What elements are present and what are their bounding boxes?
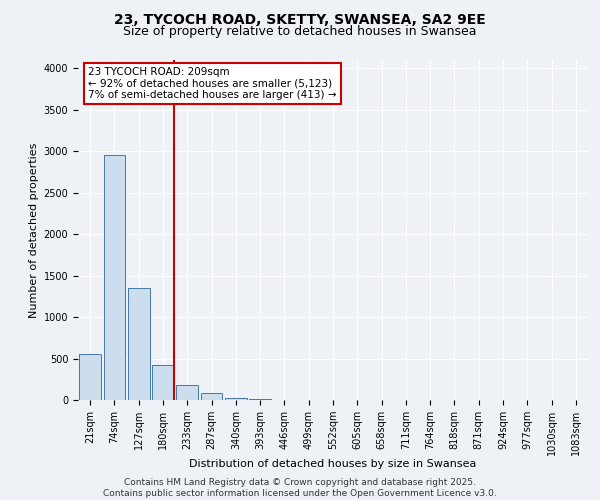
Bar: [249, 399, 271, 400]
Bar: [176, 386, 198, 400]
Bar: [128, 288, 149, 400]
Text: 23, TYCOCH ROAD, SKETTY, SWANSEA, SA2 9EE: 23, TYCOCH ROAD, SKETTY, SWANSEA, SA2 9E…: [114, 12, 486, 26]
Bar: [225, 398, 247, 400]
Y-axis label: Number of detached properties: Number of detached properties: [29, 142, 40, 318]
X-axis label: Distribution of detached houses by size in Swansea: Distribution of detached houses by size …: [190, 459, 476, 469]
Bar: [152, 365, 174, 400]
Text: 23 TYCOCH ROAD: 209sqm
← 92% of detached houses are smaller (5,123)
7% of semi-d: 23 TYCOCH ROAD: 209sqm ← 92% of detached…: [88, 67, 337, 100]
Bar: [79, 354, 101, 400]
Bar: [104, 154, 125, 400]
Bar: [200, 394, 223, 400]
Text: Contains HM Land Registry data © Crown copyright and database right 2025.
Contai: Contains HM Land Registry data © Crown c…: [103, 478, 497, 498]
Text: Size of property relative to detached houses in Swansea: Size of property relative to detached ho…: [123, 25, 477, 38]
